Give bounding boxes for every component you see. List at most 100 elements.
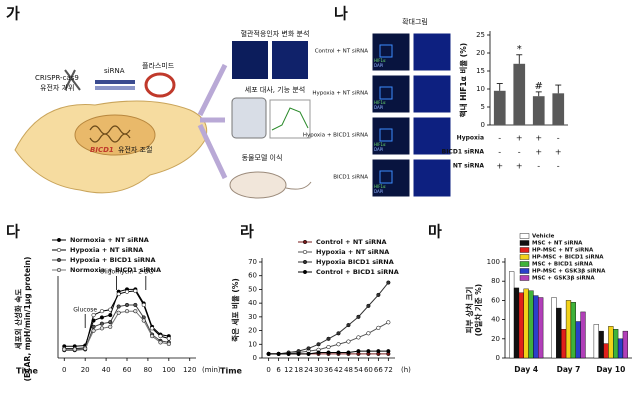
point bbox=[286, 351, 291, 356]
micrograph bbox=[412, 32, 452, 72]
bar bbox=[556, 307, 562, 359]
point bbox=[336, 331, 341, 336]
point bbox=[366, 349, 371, 354]
stain-label: DAPI bbox=[374, 147, 383, 152]
point bbox=[346, 350, 351, 355]
condition-mark: + bbox=[496, 162, 503, 171]
point bbox=[386, 280, 391, 285]
micrograph-title: 확대그림 bbox=[402, 17, 428, 26]
bar bbox=[533, 295, 539, 359]
x-axis-label: Time bbox=[16, 367, 39, 376]
sirna-icon bbox=[95, 86, 135, 90]
bar bbox=[608, 326, 614, 359]
point bbox=[99, 321, 104, 326]
point bbox=[99, 315, 104, 320]
point bbox=[133, 288, 138, 293]
zoom-box bbox=[379, 128, 393, 142]
x-tick-label: Day 7 bbox=[557, 365, 581, 374]
point bbox=[108, 313, 113, 318]
condition-mark: - bbox=[557, 162, 560, 171]
y-tick-label: 0 bbox=[496, 354, 500, 362]
panel-label: 나 bbox=[334, 5, 348, 23]
condition-mark: + bbox=[535, 148, 542, 157]
point bbox=[266, 351, 271, 356]
legend-marker bbox=[302, 269, 308, 275]
legend-label: Hypoxia + BICD1 siRNA bbox=[70, 256, 155, 264]
y-tick-label: 40 bbox=[491, 316, 500, 324]
y-tick-label: 40 bbox=[248, 299, 257, 307]
legend-label: Control + BICD1 siRNA bbox=[316, 268, 399, 276]
legend-label: HP-MSC + NT siRNA bbox=[532, 248, 594, 254]
significance-label: * bbox=[517, 44, 522, 55]
stain-label: DAPI bbox=[374, 63, 383, 68]
point bbox=[276, 351, 281, 356]
x-tick-label: 20 bbox=[81, 366, 90, 374]
condition-mark: - bbox=[498, 134, 501, 143]
point bbox=[124, 302, 130, 308]
point bbox=[124, 309, 130, 314]
y-axis-label: 핵내 HIF1α 비율 (%) bbox=[458, 43, 468, 117]
legend-marker bbox=[56, 267, 62, 273]
instrument bbox=[231, 97, 267, 139]
bar bbox=[493, 90, 506, 125]
y-tick-label: 20 bbox=[248, 327, 257, 335]
row-label: Control + NT siRNA bbox=[315, 49, 369, 55]
panel-label: 가 bbox=[6, 5, 20, 23]
point bbox=[336, 350, 341, 355]
legend-label: MSC + BICD1 siRNA bbox=[532, 262, 593, 268]
point bbox=[124, 289, 130, 294]
y-tick-label: 50 bbox=[248, 285, 257, 293]
point bbox=[376, 292, 381, 297]
point bbox=[326, 344, 331, 350]
legend-swatch bbox=[519, 268, 530, 274]
bar bbox=[552, 93, 565, 125]
x-tick-label: Day 4 bbox=[514, 365, 538, 374]
bar bbox=[551, 297, 557, 359]
micrograph bbox=[371, 116, 411, 156]
zoom-box bbox=[379, 44, 393, 58]
nucleus bbox=[74, 114, 156, 156]
bar bbox=[622, 330, 628, 359]
legend-label: Normoxia + NT siRNA bbox=[70, 236, 149, 244]
micrograph bbox=[412, 116, 452, 156]
point bbox=[150, 326, 155, 331]
tool-label: 유전자 가위 bbox=[40, 83, 74, 92]
y-tick-label: 70 bbox=[248, 258, 257, 266]
point bbox=[356, 349, 361, 354]
stain-label: HIF1α bbox=[374, 142, 386, 147]
x-axis-unit: (h) bbox=[401, 366, 411, 374]
sirna-icon bbox=[95, 80, 135, 84]
legend-marker bbox=[56, 247, 62, 253]
legend-swatch bbox=[519, 261, 530, 267]
panel-label: 마 bbox=[428, 223, 442, 241]
point bbox=[108, 307, 113, 312]
y-axis-label: 피부 상처 크기 bbox=[464, 287, 474, 334]
annotation: Glucose bbox=[73, 307, 97, 314]
panel-label: 라 bbox=[240, 223, 254, 241]
bar bbox=[603, 343, 609, 359]
legend-swatch bbox=[519, 240, 530, 246]
bar bbox=[565, 300, 572, 359]
legend-label: MSC + NT siRNA bbox=[532, 241, 583, 247]
bar bbox=[580, 311, 586, 359]
stain-label: HIF1α bbox=[374, 184, 386, 189]
gene-label: BICD1 bbox=[90, 146, 114, 154]
bar bbox=[617, 338, 624, 359]
row-label: Hypoxia + BICD1 siRNA bbox=[303, 133, 368, 139]
bar bbox=[598, 330, 604, 359]
point bbox=[166, 336, 171, 341]
y-tick-label: 80 bbox=[491, 277, 500, 285]
legend-marker bbox=[56, 237, 62, 243]
x-tick-label: 120 bbox=[183, 366, 196, 374]
legend-swatch bbox=[519, 275, 530, 281]
point bbox=[108, 320, 113, 325]
condition-mark: - bbox=[518, 148, 521, 157]
condition-mark: + bbox=[535, 134, 542, 143]
legend-label: MSC + GSK3β siRNA bbox=[532, 276, 595, 282]
x-tick-label: 48 bbox=[344, 366, 353, 374]
bar bbox=[513, 63, 526, 125]
legend-label: HP-MSC + BICD1 siRNA bbox=[532, 255, 604, 261]
analysis-label: 동물모델 이식 bbox=[242, 153, 283, 162]
